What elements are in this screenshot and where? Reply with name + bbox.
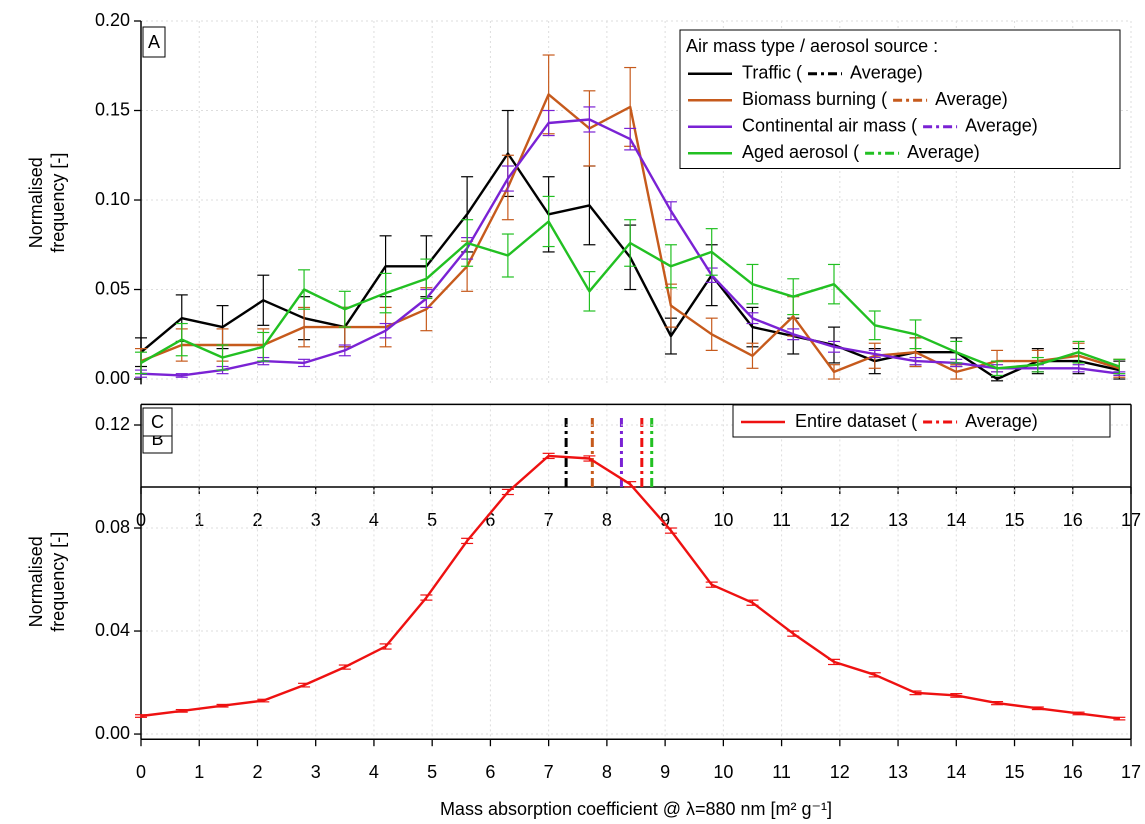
y-tick-label: 0.05 xyxy=(95,278,130,298)
legend-label: ( xyxy=(911,411,917,431)
x-tick-label: 13 xyxy=(888,762,908,782)
x-tick-label: 3 xyxy=(311,762,321,782)
x-tick-label: 2 xyxy=(252,762,262,782)
legend-label: Average) xyxy=(850,63,923,83)
x-tick-label: 1 xyxy=(194,762,204,782)
x-tick-label: 10 xyxy=(713,762,733,782)
legend-label: ( xyxy=(881,89,887,109)
panel-label-box xyxy=(142,26,166,58)
legend-label: Average) xyxy=(907,142,980,162)
y-tick-label: 0.10 xyxy=(95,189,130,209)
x-tick-label: 14 xyxy=(946,762,966,782)
x-tick-label: 15 xyxy=(1005,762,1025,782)
legend-title: Air mass type / aerosol source : xyxy=(686,36,938,56)
y-tick-label: 0.08 xyxy=(95,517,130,537)
x-axis-label: Mass absorption coefficient @ λ=880 nm [… xyxy=(440,799,832,819)
panel-label: A xyxy=(148,32,160,52)
legend-label: Aged aerosol xyxy=(742,142,848,162)
legend-label: ( xyxy=(911,116,917,136)
y-tick-label: 0.20 xyxy=(95,10,130,30)
x-tick-label: 6 xyxy=(485,762,495,782)
y-axis-label-line: frequency [-] xyxy=(48,153,68,253)
x-tick-label: 12 xyxy=(830,762,850,782)
error-bar xyxy=(135,351,147,375)
legend-box xyxy=(732,404,1111,438)
x-tick-label: 17 xyxy=(1121,762,1141,782)
legend-label: Entire dataset xyxy=(795,411,906,431)
y-tick-label: 0.00 xyxy=(95,368,130,388)
legend-label: Continental air mass xyxy=(742,116,906,136)
x-tick-label: 0 xyxy=(136,762,146,782)
panel-label-box xyxy=(142,407,173,437)
x-tick-label: 9 xyxy=(660,762,670,782)
legend-label: Average) xyxy=(935,89,1008,109)
series-line xyxy=(140,454,1120,720)
legend-label: Traffic xyxy=(742,63,791,83)
series-line xyxy=(140,93,1120,374)
y-axis-label-line: frequency [-] xyxy=(48,532,68,632)
series-line xyxy=(140,220,1120,370)
y-axis-label-line: Normalised xyxy=(26,157,46,248)
y-tick-label: 0.04 xyxy=(95,620,130,640)
legend-label: Biomass burning xyxy=(742,89,876,109)
legend-label: Average) xyxy=(965,116,1038,136)
legend-label: Average) xyxy=(965,411,1038,431)
legend-label: ( xyxy=(853,142,859,162)
panel-label: C xyxy=(151,412,164,432)
x-tick-label: 7 xyxy=(544,762,554,782)
y-tick-label: 0.00 xyxy=(95,723,130,743)
x-tick-label: 8 xyxy=(602,762,612,782)
x-tick-label: 4 xyxy=(369,762,379,782)
y-axis-label: Normalised frequency [-] xyxy=(26,153,68,253)
y-tick-label: 0.15 xyxy=(95,99,130,119)
x-tick-label: 5 xyxy=(427,762,437,782)
x-tick-label: 11 xyxy=(772,762,791,782)
y-axis-label: Normalised frequency [-] xyxy=(26,532,68,632)
y-tick-label: 0.12 xyxy=(95,414,130,434)
legend-label: ( xyxy=(796,63,802,83)
y-axis-label-line: Normalised xyxy=(26,536,46,627)
x-tick-label: 16 xyxy=(1063,762,1083,782)
